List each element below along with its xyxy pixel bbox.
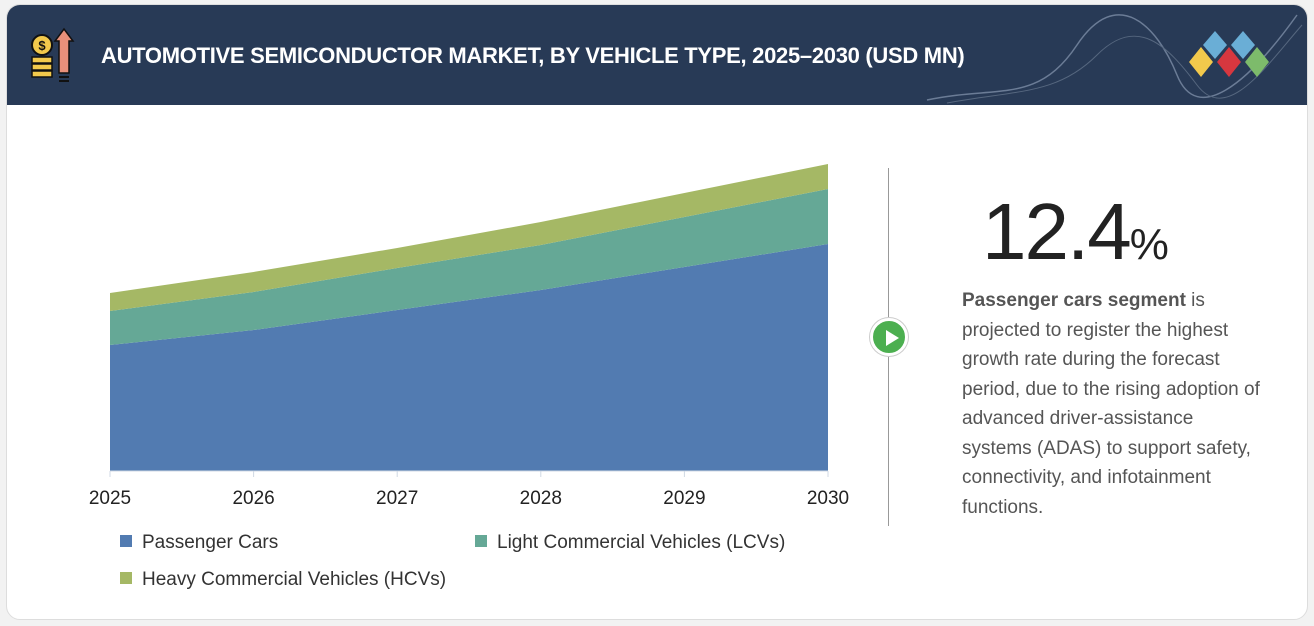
growth-value: 12.4 (982, 187, 1132, 276)
diamond-logo (1189, 31, 1269, 77)
legend-item-hcvs: Heavy Commercial Vehicles (HCVs) (120, 569, 446, 591)
x-tick-label: 2028 (520, 488, 562, 509)
legend-swatch (120, 572, 132, 584)
callout-bold: Passenger cars segment (962, 290, 1186, 311)
legend-label: Passenger Cars (142, 532, 279, 553)
play-icon (870, 318, 908, 356)
money-growth-icon: $ (31, 27, 75, 82)
legend-swatch (475, 535, 487, 547)
legend-item-lcvs: Light Commercial Vehicles (LCVs) (475, 532, 785, 554)
growth-unit: % (1129, 220, 1169, 269)
decorative-waves (926, 14, 1303, 104)
chart-title: AUTOMOTIVE SEMICONDUCTOR MARKET, BY VEHI… (101, 43, 965, 68)
area-series-1 (110, 189, 828, 345)
legend-label: Light Commercial Vehicles (LCVs) (497, 532, 786, 553)
legend-swatch (120, 535, 132, 547)
x-tick-label: 2025 (89, 488, 131, 509)
callout-body: is projected to register the highest gro… (962, 290, 1260, 518)
legend-item-passenger-cars: Passenger Cars (120, 532, 278, 554)
callout-text: Passenger cars segment is projected to r… (962, 286, 1262, 522)
x-tick-label: 2026 (232, 488, 274, 509)
x-tick-label: 2029 (663, 488, 705, 509)
area-series-2 (110, 164, 828, 311)
area-series-0 (110, 244, 828, 471)
growth-rate: 12.4% (982, 186, 1169, 278)
header: $ AUTOMOTIVE SEMICONDUCTOR MARKET, BY VE… (7, 5, 1307, 105)
x-tick-label: 2030 (807, 488, 849, 509)
x-tick-label: 2027 (376, 488, 418, 509)
svg-text:$: $ (38, 38, 46, 53)
legend-label: Heavy Commercial Vehicles (HCVs) (142, 569, 447, 590)
